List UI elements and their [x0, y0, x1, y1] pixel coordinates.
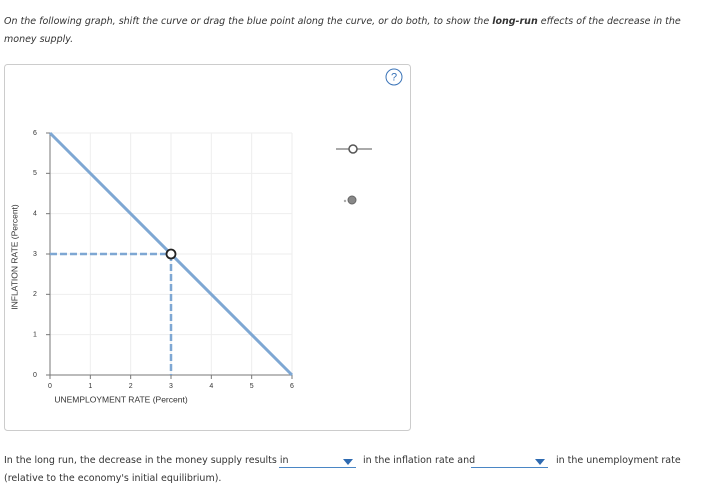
tool-point-icon-dot[interactable]: [343, 199, 347, 203]
y-tick-label: 4: [33, 211, 37, 218]
y-tick-label: 3: [33, 251, 37, 258]
help-button[interactable]: [385, 68, 403, 86]
graph-panel: [4, 64, 411, 431]
x-tick-label: 0: [48, 383, 52, 390]
x-tick-label: 3: [169, 383, 173, 390]
instruction-text: effects of the decrease in the money sup…: [4, 16, 681, 45]
dropdown-unemployment[interactable]: [471, 458, 548, 468]
x-axis-label: UNEMPLOYMENT RATE (Percent): [54, 394, 188, 404]
answer-text: in the unemployment rate: [556, 455, 681, 466]
y-tick-label: 6: [33, 130, 37, 137]
y-tick-label: 2: [33, 291, 37, 298]
instruction: On the following graph, shift the curve …: [4, 13, 704, 49]
answer-note: (relative to the economy's initial equil…: [4, 473, 222, 484]
y-tick-label: 5: [33, 170, 37, 177]
answer-text: in the inflation rate and: [363, 455, 476, 466]
instruction-bold: long-run: [492, 16, 538, 27]
y-tick-label: 0: [33, 372, 37, 379]
x-tick-label: 6: [290, 383, 294, 390]
y-axis-label: INFLATION RATE (Percent): [9, 204, 19, 310]
tool-curve-icon-point[interactable]: [348, 144, 358, 154]
equilibrium-point[interactable]: [165, 248, 177, 260]
x-tick-label: 2: [129, 383, 133, 390]
graph: ? 0 1 2 3 4 5 6 0 1 2 3 4 5 6 UNEMPLOYMENT RATE (Perce…: [4, 64, 411, 431]
answer-text: In the long run, the decrease in the mon…: [4, 455, 289, 466]
x-tick-label: 5: [250, 383, 254, 390]
help-text[interactable]: ?: [391, 71, 397, 83]
y-tick-label: 1: [33, 332, 37, 339]
x-tick-label: 4: [209, 383, 213, 390]
tool-point-icon[interactable]: [347, 195, 357, 205]
instruction-text: On the following graph, shift the curve …: [4, 16, 493, 27]
dropdown-inflation[interactable]: [279, 458, 356, 468]
x-tick-label: 1: [88, 383, 92, 390]
